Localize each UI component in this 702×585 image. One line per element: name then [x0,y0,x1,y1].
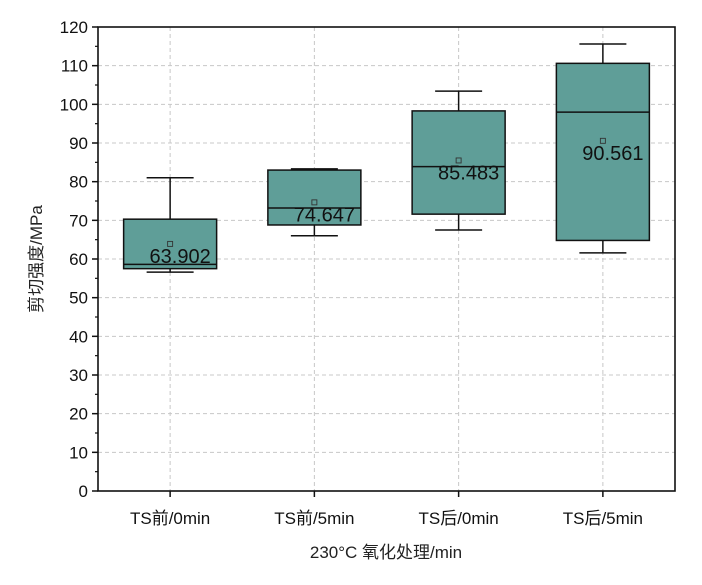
y-tick-label: 90 [69,134,88,153]
box-1: 63.902 [122,177,218,273]
iqr-box [555,62,651,242]
axes: 0 10 20 30 40 50 60 70 80 90 100 110 120 TS前/0min TS前/… [60,18,643,528]
mean-label: 90.561 [582,143,643,165]
y-tick-label: 50 [69,289,88,308]
y-tick-label: 80 [69,173,88,192]
mean-marker [311,199,318,206]
y-tick-label: 120 [60,18,88,37]
iqr-box [122,218,218,270]
y-tick-label: 40 [69,327,88,346]
x-tick-label: TS前/0min [130,509,210,528]
y-tick-label: 10 [69,443,88,462]
mean-marker [599,137,606,144]
y-tick-label: 60 [69,250,88,269]
box-4: 90.561 [555,43,651,254]
mean-label: 63.902 [150,246,211,268]
x-tick-label: TS前/5min [274,509,354,528]
box-2: 74.647 [267,168,362,237]
iqr-box [267,169,362,226]
mean-marker [455,157,462,164]
y-tick-label: 110 [61,57,88,76]
box-3: 85.483 [411,90,506,231]
mean-label: 85.483 [438,162,499,184]
y-axis-title: 剪切强度/MPa [27,205,46,313]
y-tick-label: 30 [69,366,88,385]
y-tick-label: 20 [69,405,88,424]
mean-marker [167,240,174,247]
x-tick-label: TS后/5min [563,509,643,528]
y-tick-label: 70 [69,211,88,230]
grid-lines [98,27,675,491]
x-tick-label: TS后/0min [418,509,498,528]
box-series: 63.902 74.647 85.483 90.561 [122,43,651,273]
y-tick-label: 100 [60,95,88,114]
x-axis-title: 230°C 氧化处理/min [310,543,462,562]
y-tick-label: 0 [79,482,88,501]
mean-label: 74.647 [294,204,355,226]
